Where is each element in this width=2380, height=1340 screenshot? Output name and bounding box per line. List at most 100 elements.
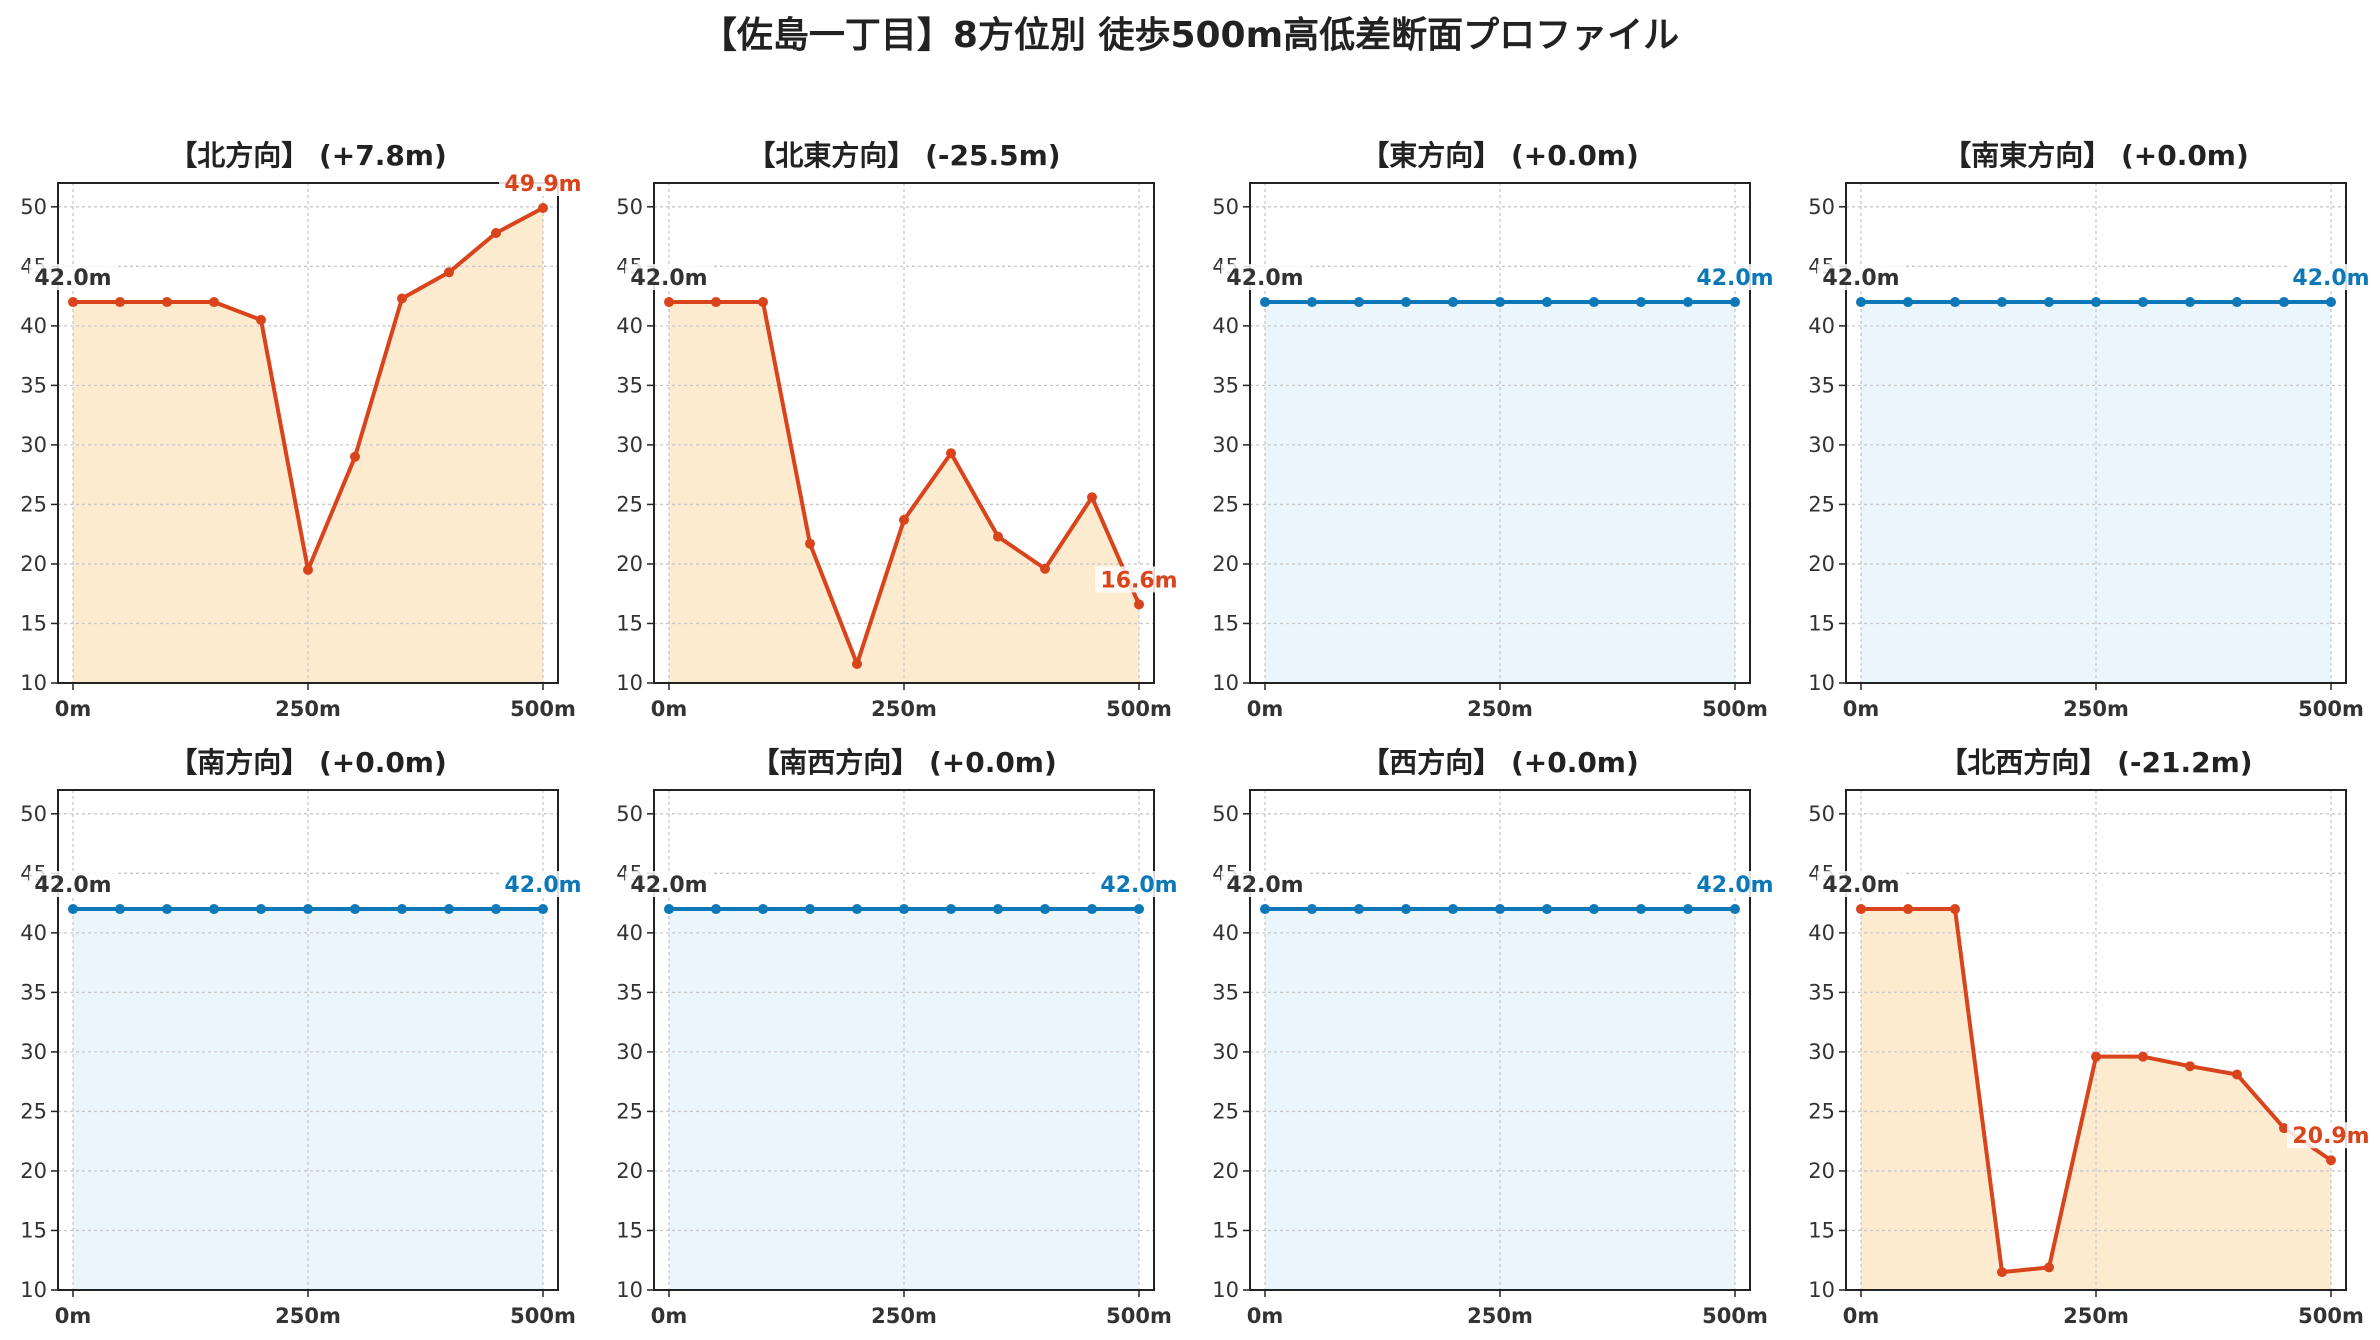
- data-point: [1903, 904, 1913, 915]
- data-point: [2326, 1155, 2336, 1166]
- start-label-bg: [625, 871, 713, 898]
- y-tick-label: 50: [1212, 195, 1239, 219]
- data-point: [1307, 297, 1317, 308]
- y-tick-label: 15: [1808, 1218, 1835, 1242]
- data-point: [664, 904, 674, 915]
- y-tick-label: 40: [1212, 314, 1239, 338]
- y-tick-label: 20: [616, 552, 643, 576]
- end-label-bg: [499, 871, 587, 898]
- y-tick-label: 20: [1212, 1159, 1239, 1183]
- y-tick-label: 30: [20, 433, 47, 457]
- end-label: 42.0m: [2292, 266, 2369, 291]
- data-point: [162, 904, 172, 915]
- start-label: 42.0m: [1226, 873, 1303, 898]
- data-point: [1903, 297, 1913, 308]
- start-label-bg: [625, 264, 713, 291]
- data-point: [1589, 904, 1599, 915]
- y-tick-label: 50: [1808, 195, 1835, 219]
- data-point: [852, 904, 862, 915]
- subplot-title: 【南西方向】 (+0.0m): [751, 746, 1057, 779]
- x-tick-label: 500m: [2298, 1304, 2364, 1328]
- data-point: [303, 904, 313, 915]
- data-point: [1997, 1267, 2007, 1278]
- data-point: [664, 297, 674, 308]
- y-tick-label: 10: [1212, 1278, 1239, 1302]
- subplot-4: 【南方向】 (+0.0m)1015202530354045500m250m500…: [20, 746, 587, 1328]
- y-tick-label: 30: [1808, 433, 1835, 457]
- subplot-0: 【北方向】 (+7.8m)1015202530354045500m250m500…: [20, 139, 587, 721]
- y-tick-label: 40: [616, 921, 643, 945]
- data-point: [946, 448, 956, 459]
- y-tick-label: 25: [616, 492, 643, 516]
- data-point: [1260, 904, 1270, 915]
- x-tick-label: 500m: [1106, 697, 1172, 721]
- y-tick-label: 30: [616, 1040, 643, 1064]
- area-fill: [669, 909, 1139, 1290]
- area-fill: [1861, 909, 2331, 1290]
- data-point: [2279, 1123, 2289, 1134]
- data-point: [1950, 904, 1960, 915]
- x-tick-label: 0m: [55, 697, 92, 721]
- data-point: [1683, 904, 1693, 915]
- x-tick-label: 0m: [55, 1304, 92, 1328]
- data-point: [2044, 1262, 2054, 1273]
- data-point: [538, 203, 548, 213]
- y-tick-label: 10: [20, 1278, 47, 1302]
- subplot-title: 【南東方向】 (+0.0m): [1943, 139, 2249, 172]
- subplot-7: 【北西方向】 (-21.2m)1015202530354045500m250m5…: [1808, 746, 2375, 1328]
- y-tick-label: 30: [1212, 1040, 1239, 1064]
- data-point: [1401, 297, 1411, 308]
- data-point: [1495, 297, 1505, 308]
- y-tick-label: 20: [1212, 552, 1239, 576]
- start-label-bg: [1817, 264, 1905, 291]
- data-point: [162, 297, 172, 308]
- y-tick-label: 20: [616, 1159, 643, 1183]
- data-point: [2326, 297, 2336, 308]
- end-label: 42.0m: [504, 873, 581, 898]
- x-tick-label: 0m: [651, 697, 688, 721]
- data-point: [1448, 297, 1458, 308]
- y-tick-label: 40: [1808, 921, 1835, 945]
- end-label-bg: [1095, 871, 1183, 898]
- data-point: [115, 297, 125, 308]
- x-tick-label: 0m: [1843, 1304, 1880, 1328]
- x-tick-label: 250m: [275, 1304, 341, 1328]
- y-tick-label: 35: [616, 373, 643, 397]
- data-point: [1589, 297, 1599, 308]
- data-point: [1087, 904, 1097, 915]
- y-tick-label: 15: [1212, 1218, 1239, 1242]
- end-label: 16.6m: [1100, 568, 1177, 593]
- y-tick-label: 25: [1212, 1099, 1239, 1123]
- data-point: [209, 297, 219, 308]
- data-point: [397, 904, 407, 915]
- data-point: [758, 297, 768, 308]
- data-point: [2138, 297, 2148, 308]
- start-label-bg: [1221, 264, 1309, 291]
- x-tick-label: 0m: [651, 1304, 688, 1328]
- y-tick-label: 15: [20, 611, 47, 635]
- y-tick-label: 20: [20, 1159, 47, 1183]
- data-point: [1950, 297, 1960, 308]
- start-label: 42.0m: [34, 266, 111, 291]
- start-label-bg: [29, 264, 117, 291]
- y-tick-label: 25: [1808, 492, 1835, 516]
- y-tick-label: 25: [20, 492, 47, 516]
- subplot-6: 【西方向】 (+0.0m)1015202530354045500m250m500…: [1212, 746, 1779, 1328]
- data-point: [2185, 297, 2195, 308]
- end-label-bg: [2287, 264, 2375, 291]
- y-tick-label: 50: [20, 195, 47, 219]
- data-point: [1401, 904, 1411, 915]
- subplot-title: 【西方向】 (+0.0m): [1361, 746, 1639, 779]
- y-tick-label: 50: [1808, 802, 1835, 826]
- y-tick-label: 35: [1212, 373, 1239, 397]
- data-point: [1997, 297, 2007, 308]
- data-point: [397, 293, 407, 304]
- subplot-title: 【北東方向】 (-25.5m): [747, 139, 1060, 172]
- data-point: [993, 531, 1003, 542]
- start-label: 42.0m: [630, 873, 707, 898]
- data-point: [350, 451, 360, 462]
- x-tick-label: 0m: [1247, 1304, 1284, 1328]
- x-tick-label: 250m: [871, 697, 937, 721]
- y-tick-label: 10: [20, 671, 47, 695]
- data-point: [1448, 904, 1458, 915]
